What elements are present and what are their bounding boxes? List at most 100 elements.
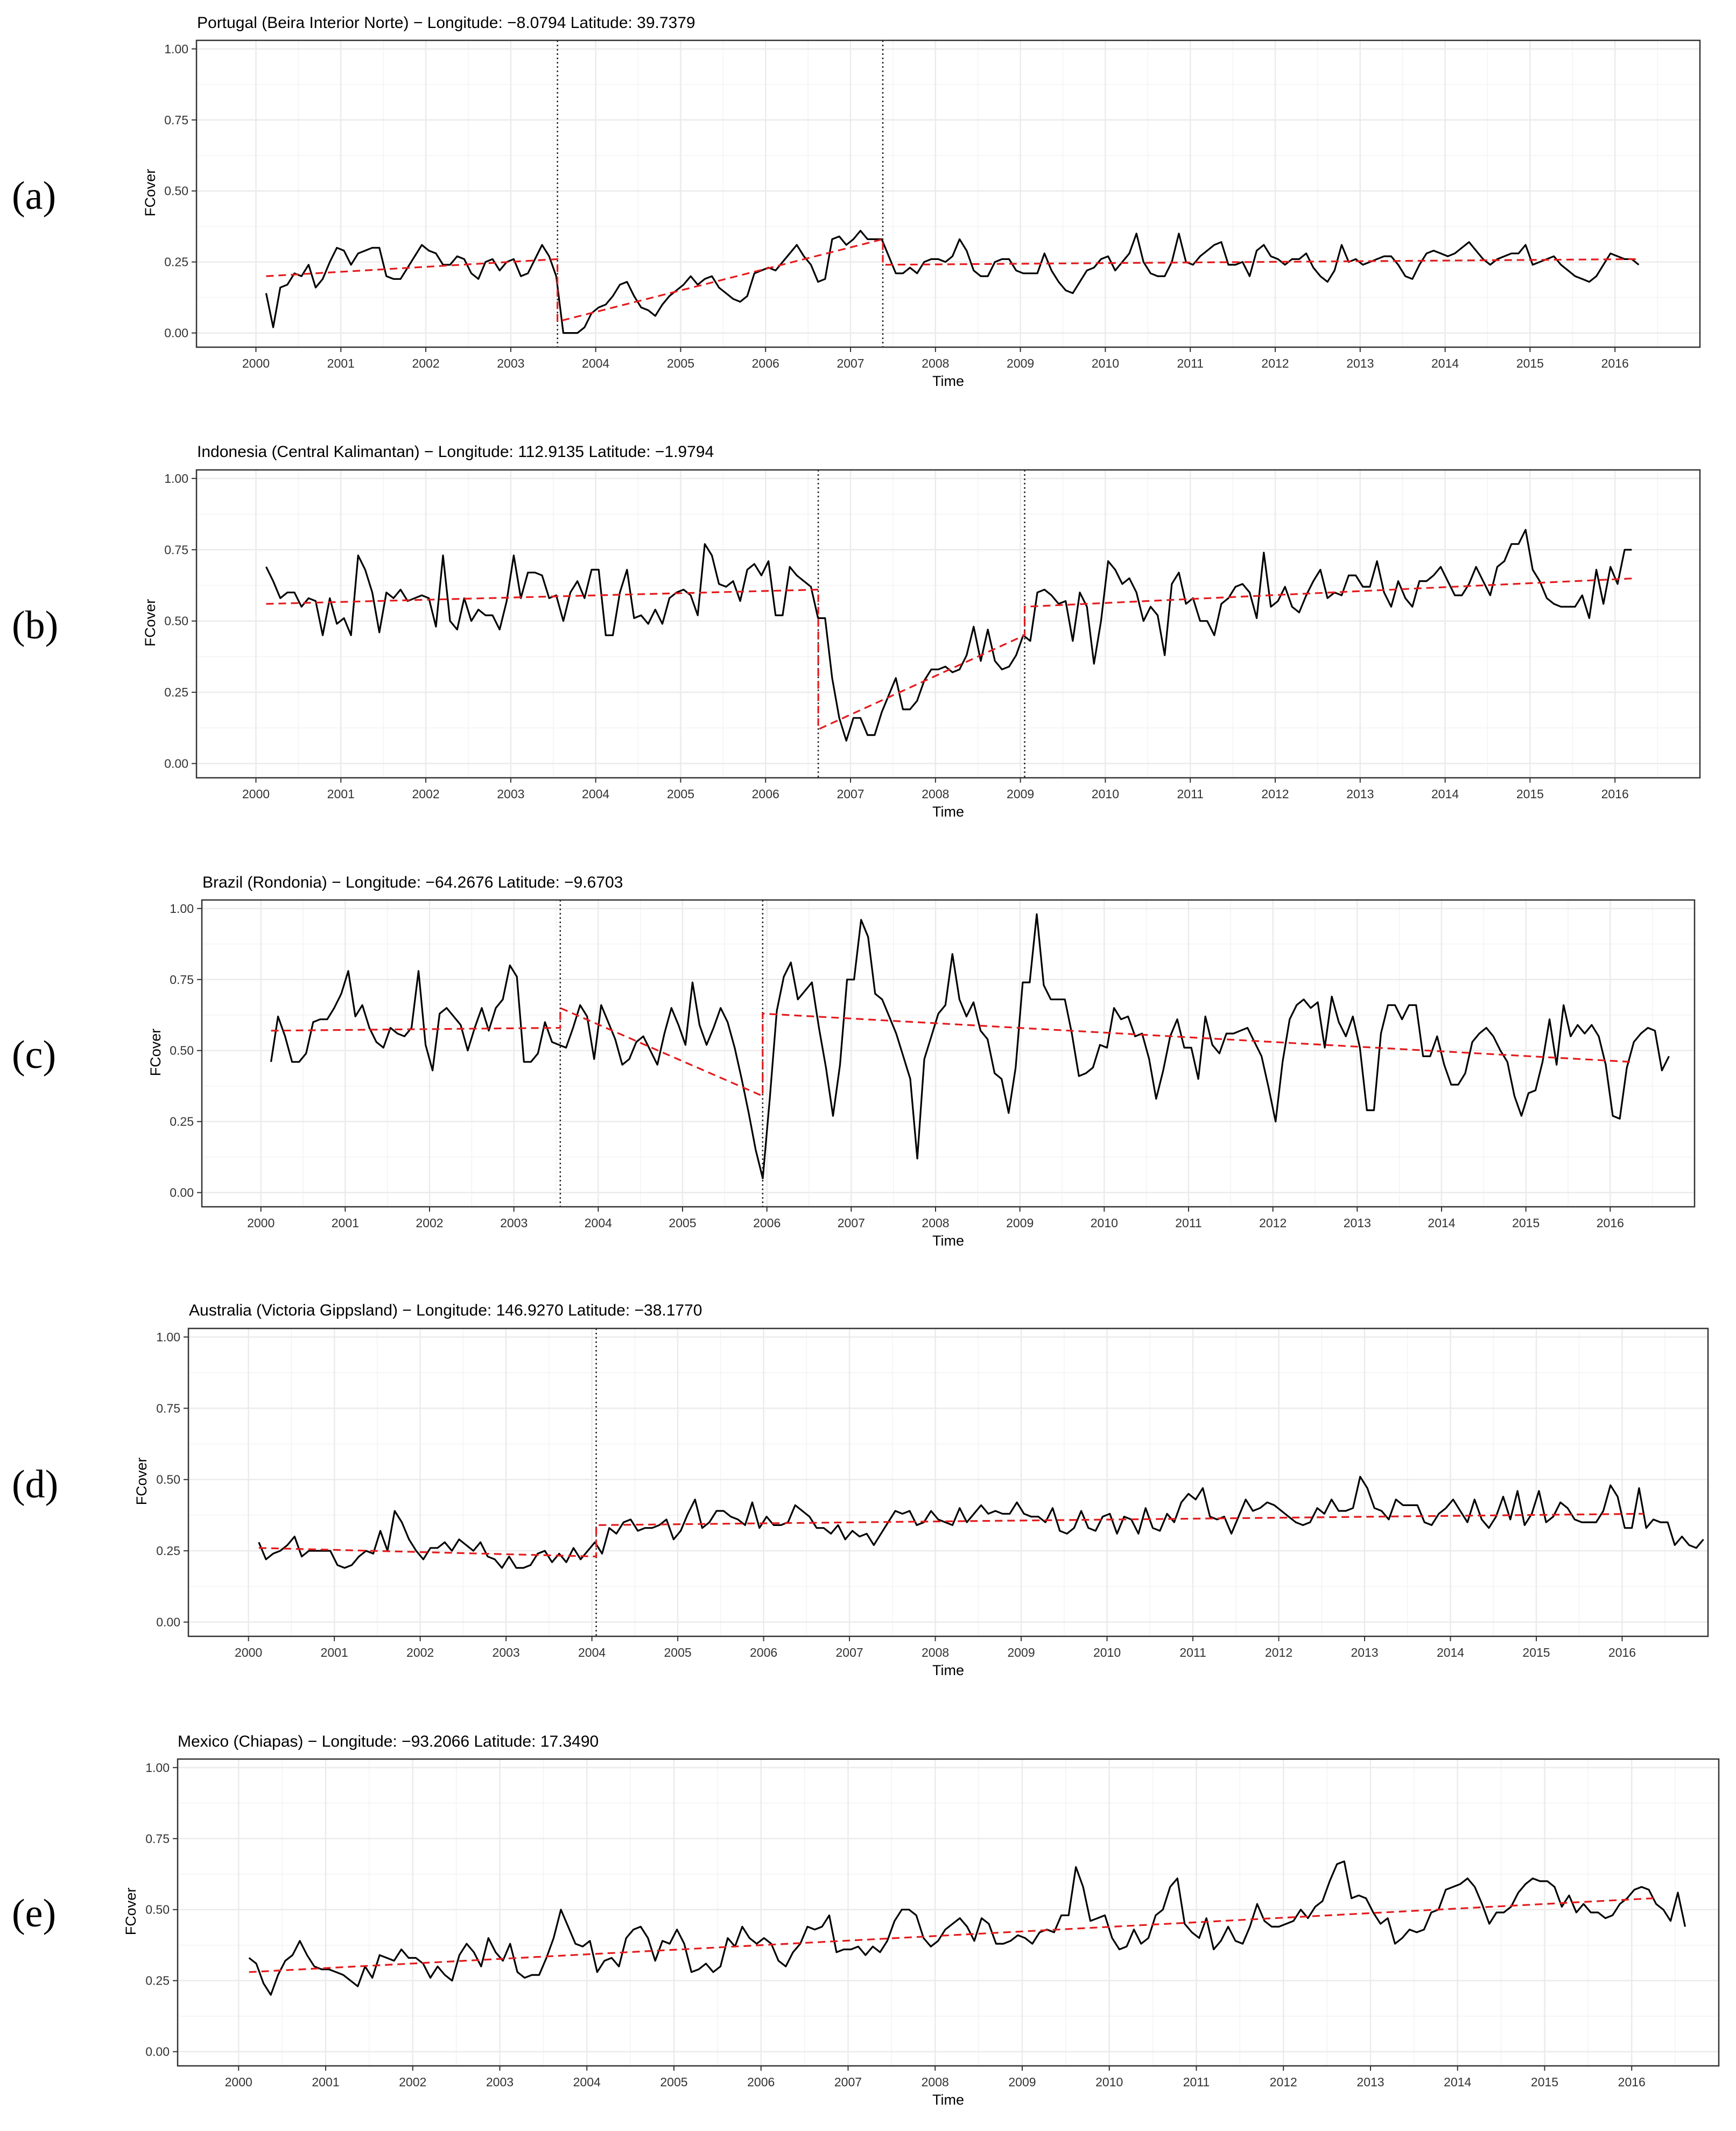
x-tick-label: 2011 (1179, 1645, 1206, 1659)
y-tick-label: 1.00 (164, 42, 188, 56)
x-tick-label: 2014 (1431, 787, 1459, 801)
y-tick-label: 0.50 (156, 1473, 180, 1487)
panel-label-e: (e) (12, 1891, 57, 1936)
x-tick-label: 2015 (1516, 787, 1544, 801)
x-tick-label: 2001 (327, 787, 355, 801)
y-tick-label: 0.75 (170, 973, 194, 987)
y-axis-title: FCover (133, 1458, 150, 1506)
x-tick-label: 2009 (1006, 1216, 1034, 1230)
y-tick-label: 0.50 (145, 1903, 170, 1917)
x-tick-label: 2007 (835, 1645, 863, 1659)
y-tick-label: 0.75 (164, 543, 188, 557)
panel-border (177, 1758, 1720, 2067)
x-tick-label: 2016 (1608, 1645, 1636, 1659)
chart-panel-4: 0.00 0.25 0.50 0.75 1.00 2000 2001 2002 2003 2004… (133, 1302, 1709, 1678)
y-tick-label: 0.00 (164, 757, 188, 771)
x-tick-label: 2007 (837, 787, 864, 801)
x-tick-label: 2009 (1007, 787, 1034, 801)
x-tick-label: 2006 (753, 1216, 781, 1230)
x-tick-label: 2008 (922, 1216, 949, 1230)
x-tick-label: 2016 (1597, 1216, 1624, 1230)
x-tick-label: 2014 (1437, 1645, 1464, 1659)
x-tick-label: 2010 (1092, 356, 1119, 370)
x-tick-label: 2016 (1601, 356, 1629, 370)
x-tick-label: 2016 (1618, 2075, 1646, 2089)
x-tick-label: 2009 (1007, 356, 1034, 370)
y-axis-title: FCover (123, 1888, 139, 1936)
x-tick-label: 2003 (493, 1645, 520, 1659)
y-tick-label: 0.25 (164, 685, 188, 699)
x-axis-title: Time (932, 1662, 964, 1678)
x-tick-label: 2008 (922, 1645, 949, 1659)
chart-panel-3: 0.00 0.25 0.50 0.75 1.00 2000 2001 2002 2003 2004… (147, 874, 1696, 1249)
panel-label-b: (b) (12, 603, 59, 648)
x-tick-label: 2008 (922, 787, 949, 801)
chart-panel-5: 0.00 0.25 0.50 0.75 1.00 2000 2001 2002 2003 2004… (123, 1733, 1720, 2108)
x-tick-label: 2013 (1346, 356, 1374, 370)
x-tick-label: 2006 (752, 356, 779, 370)
x-tick-label: 2002 (412, 356, 439, 370)
y-tick-label: 0.75 (156, 1401, 180, 1415)
y-tick-label: 0.75 (164, 113, 188, 127)
x-tick-label: 2005 (667, 356, 694, 370)
y-axis-title: FCover (147, 1029, 164, 1077)
x-tick-label: 2012 (1261, 356, 1289, 370)
x-tick-label: 2010 (1091, 1216, 1118, 1230)
y-tick-label: 0.00 (164, 326, 188, 340)
x-axis-title: Time (932, 1233, 964, 1249)
x-tick-label: 2011 (1183, 2075, 1210, 2089)
x-tick-label: 2014 (1428, 1216, 1455, 1230)
plot-background (196, 470, 1700, 778)
x-axis-title: Time (932, 2092, 964, 2108)
x-tick-label: 2004 (582, 356, 609, 370)
x-tick-label: 2013 (1346, 787, 1374, 801)
y-tick-label: 0.25 (164, 255, 188, 269)
y-tick-label: 1.00 (164, 472, 188, 486)
fcover-series-line (270, 913, 1670, 1179)
x-tick-label: 2002 (406, 1645, 434, 1659)
x-tick-label: 2012 (1259, 1216, 1287, 1230)
x-tick-label: 2000 (242, 356, 270, 370)
x-tick-label: 2012 (1270, 2075, 1297, 2089)
chart-panel-2: 0.00 0.25 0.50 0.75 1.00 2000 2001 2002 2003 2004… (142, 443, 1701, 820)
y-tick-label: 0.00 (145, 2045, 170, 2059)
panel-label-d: (d) (12, 1462, 59, 1507)
chart-title: Portugal (Beira Interior Norte) − Longit… (197, 14, 695, 32)
x-tick-label: 2008 (922, 356, 949, 370)
x-tick-label: 2004 (578, 1645, 606, 1659)
chart-panel-1: 0.00 0.25 0.50 0.75 1.00 2000 2001 2002 2003 2004… (142, 14, 1701, 389)
panel-label-a: (a) (12, 174, 57, 218)
x-tick-label: 2009 (1008, 2075, 1036, 2089)
x-tick-label: 2005 (664, 1645, 692, 1659)
y-tick-label: 0.00 (170, 1186, 194, 1200)
panel-label-c: (c) (12, 1033, 57, 1077)
y-axis-title: FCover (142, 169, 158, 217)
x-tick-label: 2003 (500, 1216, 528, 1230)
x-tick-label: 2000 (235, 1645, 262, 1659)
x-tick-label: 2006 (747, 2075, 775, 2089)
y-tick-label: 1.00 (145, 1761, 170, 1775)
x-tick-label: 2005 (669, 1216, 696, 1230)
x-tick-label: 2008 (922, 2075, 949, 2089)
x-tick-label: 2007 (837, 356, 864, 370)
x-tick-label: 2010 (1093, 1645, 1121, 1659)
plot-background (202, 900, 1695, 1207)
x-tick-label: 2010 (1095, 2075, 1123, 2089)
x-tick-label: 2003 (497, 356, 524, 370)
y-tick-label: 0.50 (164, 614, 188, 628)
chart-title: Australia (Victoria Gippsland) − Longitu… (189, 1302, 702, 1319)
x-tick-label: 2011 (1177, 787, 1203, 801)
x-tick-label: 2002 (399, 2075, 426, 2089)
panel-border (195, 39, 1701, 348)
y-tick-label: 1.00 (156, 1330, 180, 1344)
trend-line (266, 577, 1636, 731)
panel-border (187, 1327, 1709, 1637)
x-tick-label: 2009 (1007, 1645, 1035, 1659)
x-axis-title: Time (932, 804, 964, 820)
x-tick-label: 2015 (1531, 2075, 1558, 2089)
x-tick-label: 2013 (1351, 1645, 1378, 1659)
x-tick-label: 2014 (1444, 2075, 1471, 2089)
trend-line (271, 1007, 1632, 1098)
x-tick-label: 2001 (321, 1645, 348, 1659)
